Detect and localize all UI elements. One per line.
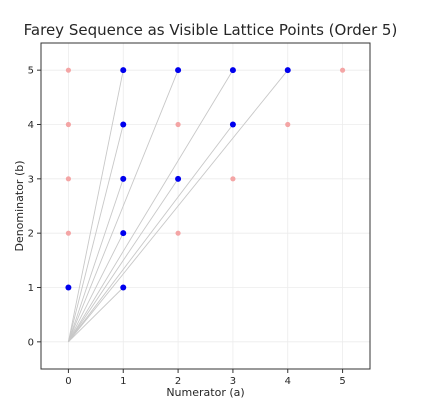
x-tick-label: 2 (175, 376, 181, 387)
non-visible-point (175, 230, 181, 236)
y-tick-label: 5 (28, 66, 34, 77)
y-tick-label: 3 (28, 174, 34, 185)
ray-line (68, 178, 179, 343)
non-visible-point (65, 121, 72, 128)
chart-title: Farey Sequence as Visible Lattice Points… (23, 21, 398, 39)
visible-point (284, 67, 291, 74)
ray-line (67, 178, 124, 342)
non-visible-point (65, 230, 72, 236)
x-tick-label: 5 (339, 376, 345, 387)
y-tick-label: 4 (28, 120, 34, 131)
ray-line (68, 232, 124, 343)
ray-line (67, 124, 124, 342)
y-tick-label: 1 (28, 283, 34, 294)
axis-ticks: 0 1 2 3 4 5 0 1 2 3 4 5 (28, 66, 346, 387)
rays (67, 69, 289, 343)
ray-line (67, 70, 124, 342)
ray-line (68, 287, 124, 343)
visible-point (120, 175, 127, 182)
visible-point (120, 230, 127, 237)
visible-point (229, 67, 236, 74)
x-tick-label: 1 (120, 376, 126, 387)
visible-point (65, 284, 72, 291)
points (65, 67, 346, 291)
plot-frame (40, 42, 371, 370)
visible-point (120, 284, 127, 291)
y-tick-label: 0 (28, 337, 34, 348)
x-tick-label: 0 (65, 376, 71, 387)
non-visible-point (175, 121, 181, 128)
non-visible-point (230, 176, 236, 182)
x-tick-label: 4 (285, 376, 291, 387)
y-tick-label: 2 (28, 229, 34, 240)
x-axis-label: Numerator (a) (166, 386, 244, 399)
x-tick-label: 3 (230, 376, 236, 387)
grid-lines (41, 43, 370, 369)
y-axis-label: Denominator (b) (13, 160, 26, 251)
ray-line (68, 69, 234, 343)
visible-point (229, 121, 236, 128)
ray-line (68, 69, 289, 343)
visible-point (175, 67, 182, 74)
visible-point (120, 67, 127, 74)
non-visible-point (65, 176, 72, 182)
visible-point (175, 175, 182, 182)
ray-line (68, 124, 234, 343)
non-visible-point (65, 67, 72, 73)
non-visible-point (339, 67, 346, 73)
visible-point (120, 121, 127, 128)
ray-line (67, 69, 179, 343)
non-visible-point (285, 121, 291, 128)
